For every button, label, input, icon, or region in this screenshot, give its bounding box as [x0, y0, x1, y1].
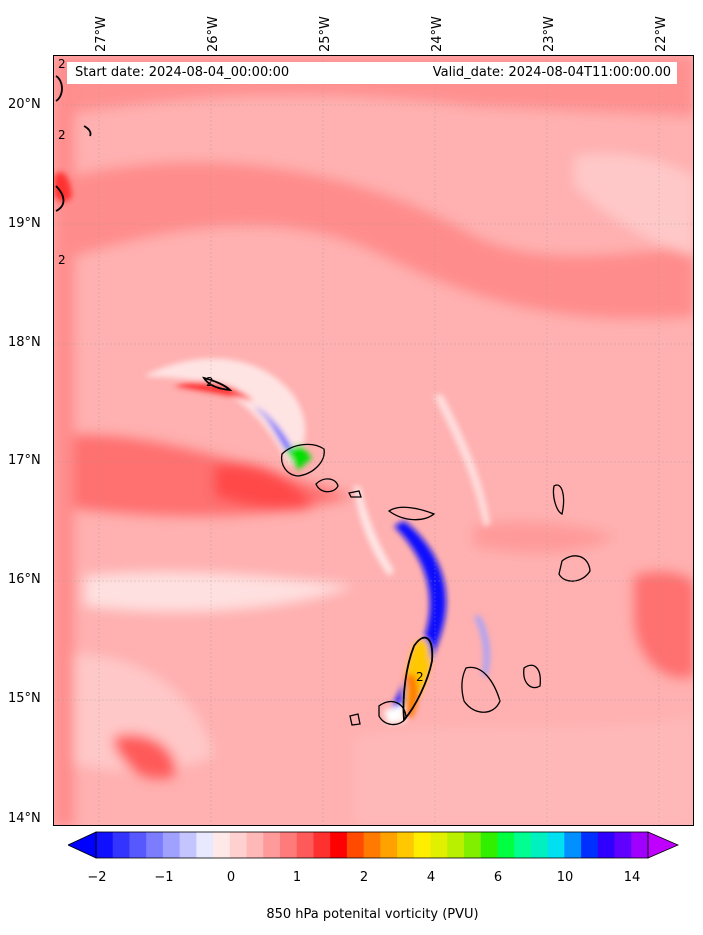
colorbar-cell	[430, 832, 448, 858]
colorbar-cell	[112, 832, 130, 858]
pv-shading	[54, 56, 693, 825]
colorbar-tick: −1	[154, 870, 174, 885]
contour-label: 2	[416, 670, 424, 684]
colorbar-tick: 2	[359, 870, 369, 885]
colorbar-cell	[631, 832, 649, 858]
colorbar-cell	[196, 832, 214, 858]
colorbar-cell	[263, 832, 281, 858]
latitude-label: 18°N	[8, 335, 41, 350]
colorbar-cell	[146, 832, 164, 858]
contour-label: 2	[206, 375, 214, 389]
colorbar-tick: 4	[426, 870, 436, 885]
colorbar-cell	[330, 832, 348, 858]
colorbar-cell	[346, 832, 365, 858]
contour-label-group: 2 2 2 2 2	[58, 57, 424, 684]
map-panel: 2 2 2 2 2	[53, 55, 694, 826]
coastline-brava	[349, 713, 361, 726]
graticule	[54, 56, 693, 825]
coastline-sao-nicolau	[387, 506, 436, 521]
colorbar-cell	[530, 832, 549, 858]
contour-label: 2	[58, 253, 66, 267]
colorbar-cell	[213, 832, 231, 858]
coastline-maio	[523, 664, 541, 689]
coastline-santiago	[461, 666, 501, 713]
colorbar-cell	[564, 832, 582, 858]
colorbar-cell	[547, 832, 565, 858]
colorbar-cell	[380, 832, 398, 858]
latitude-label: 17°N	[8, 453, 41, 468]
coastline-santa-luzia	[348, 490, 362, 498]
colorbar-tick: 10	[556, 870, 574, 885]
colorbar-cell	[597, 832, 616, 858]
colorbar-tick: 6	[493, 870, 503, 885]
colorbar-cell	[464, 832, 482, 858]
coastline-boa-vista	[558, 555, 591, 582]
pv-field-map: 2 2 2 2 2	[54, 56, 693, 825]
longitude-label: 27°W	[94, 16, 109, 52]
valid-date-text: Valid_date: 2024-08-04T11:00:00.00	[432, 65, 671, 80]
colorbar-tick: 1	[292, 870, 302, 885]
longitude-label: 22°W	[654, 16, 669, 52]
longitude-label: 23°W	[542, 16, 557, 52]
colorbar-cell	[162, 832, 181, 858]
colorbar-cell	[96, 832, 114, 858]
colorbar-under-triangle	[68, 831, 97, 859]
colorbar-cell	[246, 832, 264, 858]
colorbar-cell	[581, 832, 599, 858]
colorbar-cell	[614, 832, 632, 858]
pv-filaments	[54, 172, 490, 724]
contour-label: 2	[58, 57, 66, 71]
latitude-label: 20°N	[8, 97, 41, 112]
colorbar-cell	[296, 832, 314, 858]
colorbar-cell	[413, 832, 432, 858]
colorbar-cell	[179, 832, 197, 858]
longitude-label: 24°W	[430, 16, 445, 52]
colorbar-cell	[229, 832, 248, 858]
latitude-label: 16°N	[8, 572, 41, 587]
coastline-sao-vicente	[315, 478, 339, 493]
date-annotation-box: Start date: 2024-08-04_00:00:00 Valid_da…	[67, 62, 677, 84]
latitude-label: 19°N	[8, 216, 41, 231]
longitude-label: 25°W	[318, 16, 333, 52]
pv-contours	[55, 75, 434, 723]
colorbar-cell	[497, 832, 515, 858]
colorbar-cell	[313, 832, 331, 858]
coastline-santo-antao	[280, 443, 325, 477]
longitude-label: 26°W	[206, 16, 221, 52]
colorbar-cell	[280, 832, 298, 858]
coastline-sal	[552, 484, 565, 515]
colorbar-cell	[480, 832, 498, 858]
colorbar	[68, 831, 680, 859]
colorbar-cell	[363, 832, 381, 858]
colorbar-cell	[447, 832, 465, 858]
colorbar-tick: 14	[623, 870, 641, 885]
colorbar-cell	[514, 832, 532, 858]
colorbar-label: 850 hPa potenital vorticity (PVU)	[266, 907, 479, 922]
latitude-label: 15°N	[8, 691, 41, 706]
latitude-label: 14°N	[8, 811, 41, 826]
contour-label: 2	[58, 128, 66, 142]
colorbar-tick: 0	[226, 870, 236, 885]
colorbar-cell	[397, 832, 415, 858]
colorbar-tick: −2	[87, 870, 107, 885]
colorbar-over-triangle	[647, 831, 680, 859]
colorbar-cell	[129, 832, 147, 858]
start-date-text: Start date: 2024-08-04_00:00:00	[75, 65, 290, 80]
